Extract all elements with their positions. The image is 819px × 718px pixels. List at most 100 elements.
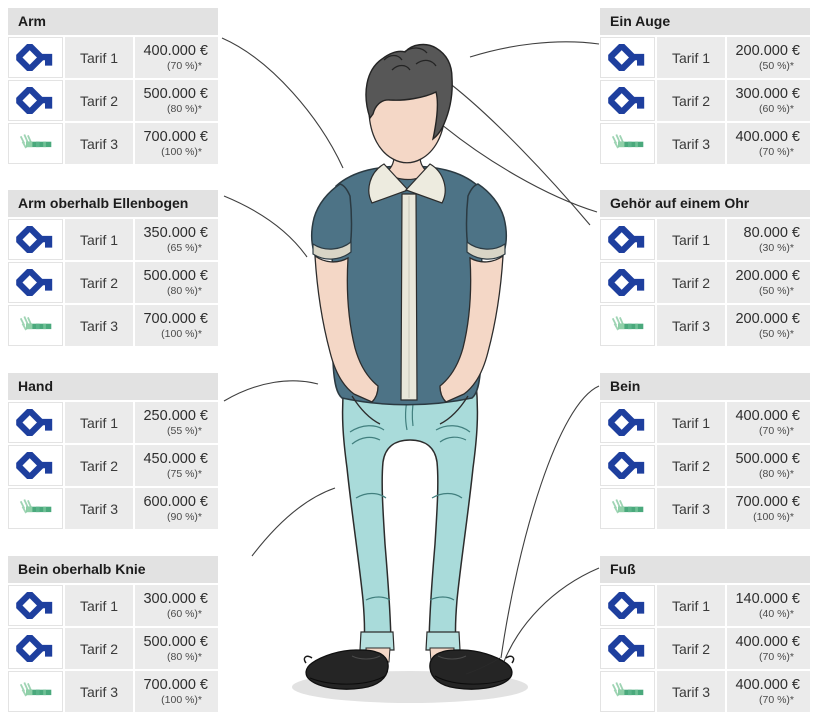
amount-value: 700.000 €	[143, 677, 208, 693]
table-bein-oberhalb-knie: Bein oberhalb Knie Tarif 1 300.000 € (60…	[8, 556, 218, 712]
line-bein-oberhalb-knie	[251, 487, 336, 557]
amount-cell: 450.000 € (75 %)*	[135, 445, 218, 486]
table-row: Tarif 1 80.000 € (30 %)*	[600, 219, 810, 260]
collar-left	[368, 163, 410, 204]
amount-value: 700.000 €	[143, 129, 208, 145]
percent-value: (90 %)*	[166, 511, 202, 523]
table-row: Tarif 2 200.000 € (50 %)*	[600, 262, 810, 303]
line-hand	[223, 380, 319, 402]
pocket-lines	[351, 395, 469, 425]
amount-value: 400.000 €	[735, 634, 800, 650]
amount-value: 500.000 €	[735, 451, 800, 467]
tariff-label: Tarif 2	[65, 628, 133, 669]
amount-cell: 400.000 € (70 %)*	[135, 37, 218, 78]
table-row: Tarif 2 300.000 € (60 %)*	[600, 80, 810, 121]
table-row: Tarif 2 500.000 € (80 %)*	[600, 445, 810, 486]
table-title: Bein	[600, 373, 810, 400]
amount-cell: 300.000 € (60 %)*	[727, 80, 810, 121]
table-row: Tarif 3 400.000 € (70 %)*	[600, 671, 810, 712]
jeans-cuff-left	[359, 631, 395, 651]
table-arm: Arm Tarif 1 400.000 € (70 %)* Tarif 2 50…	[8, 8, 218, 164]
table-ein-auge: Ein Auge Tarif 1 200.000 € (50 %)* Tarif…	[600, 8, 810, 164]
line-gehoer-b	[440, 123, 598, 213]
amount-cell: 400.000 € (70 %)*	[727, 628, 810, 669]
tariff-label: Tarif 3	[65, 123, 133, 164]
blue-diamond-logo-icon	[608, 592, 648, 619]
tariff-label: Tarif 3	[657, 488, 725, 529]
shoe-details	[303, 655, 515, 685]
percent-value: (65 %)*	[166, 242, 202, 254]
green-stripes-logo-icon	[608, 495, 648, 522]
amount-value: 500.000 €	[143, 634, 208, 650]
amount-cell: 500.000 € (80 %)*	[135, 262, 218, 303]
table-row: Tarif 3 700.000 € (100 %)*	[600, 488, 810, 529]
table-row: Tarif 2 450.000 € (75 %)*	[8, 445, 218, 486]
tariff-label: Tarif 1	[65, 585, 133, 626]
tariff-label: Tarif 1	[65, 219, 133, 260]
table-title: Ein Auge	[600, 8, 810, 35]
tariff-label: Tarif 1	[657, 37, 725, 78]
line-gehoer-a	[443, 78, 591, 226]
tariff-label: Tarif 1	[657, 402, 725, 443]
amount-value: 140.000 €	[735, 591, 800, 607]
table-row: Tarif 3 400.000 € (70 %)*	[600, 123, 810, 164]
table-row: Tarif 1 140.000 € (40 %)*	[600, 585, 810, 626]
amount-cell: 400.000 € (70 %)*	[727, 671, 810, 712]
blue-diamond-logo-icon	[608, 44, 648, 71]
amount-cell: 250.000 € (55 %)*	[135, 402, 218, 443]
green-stripes-logo-icon	[16, 312, 56, 339]
percent-value: (70 %)*	[758, 146, 794, 158]
tariff-label: Tarif 3	[657, 123, 725, 164]
amount-cell: 500.000 € (80 %)*	[135, 628, 218, 669]
percent-value: (60 %)*	[166, 608, 202, 620]
table-row: Tarif 3 700.000 € (100 %)*	[8, 123, 218, 164]
table-title: Arm oberhalb Ellenbogen	[8, 190, 218, 217]
sleeve-left	[311, 183, 353, 257]
amount-cell: 500.000 € (80 %)*	[727, 445, 810, 486]
percent-value: (60 %)*	[758, 103, 794, 115]
green-stripes-logo-icon	[608, 678, 648, 705]
table-row: Tarif 1 350.000 € (65 %)*	[8, 219, 218, 260]
percent-value: (70 %)*	[758, 694, 794, 706]
table-title: Fuß	[600, 556, 810, 583]
blue-diamond-logo-icon	[16, 87, 56, 114]
table-row: Tarif 2 400.000 € (70 %)*	[600, 628, 810, 669]
table-row: Tarif 3 700.000 € (100 %)*	[8, 671, 218, 712]
amount-value: 500.000 €	[143, 86, 208, 102]
amount-value: 400.000 €	[735, 129, 800, 145]
amount-cell: 700.000 € (100 %)*	[135, 123, 218, 164]
amount-value: 200.000 €	[735, 43, 800, 59]
percent-value: (100 %)*	[161, 146, 202, 158]
amount-value: 450.000 €	[143, 451, 208, 467]
blue-diamond-logo-icon	[608, 269, 648, 296]
percent-value: (80 %)*	[166, 651, 202, 663]
sleeve-cuff-right	[466, 240, 506, 260]
tariff-label: Tarif 3	[65, 488, 133, 529]
amount-cell: 600.000 € (90 %)*	[135, 488, 218, 529]
percent-value: (100 %)*	[161, 328, 202, 340]
green-stripes-logo-icon	[16, 130, 56, 157]
table-title: Bein oberhalb Knie	[8, 556, 218, 583]
tariff-label: Tarif 3	[657, 671, 725, 712]
amount-cell: 300.000 € (60 %)*	[135, 585, 218, 626]
amount-value: 80.000 €	[743, 225, 800, 241]
percent-value: (80 %)*	[166, 103, 202, 115]
line-arm	[221, 37, 344, 169]
tariff-label: Tarif 2	[65, 262, 133, 303]
green-stripes-logo-icon	[608, 130, 648, 157]
table-row: Tarif 2 500.000 € (80 %)*	[8, 262, 218, 303]
percent-value: (80 %)*	[758, 468, 794, 480]
sleeve-right	[465, 183, 507, 257]
percent-value: (50 %)*	[758, 60, 794, 72]
connector-lines	[221, 37, 600, 665]
tariff-label: Tarif 2	[657, 445, 725, 486]
table-title: Hand	[8, 373, 218, 400]
blue-diamond-logo-icon	[16, 44, 56, 71]
percent-value: (75 %)*	[166, 468, 202, 480]
table-row: Tarif 1 200.000 € (50 %)*	[600, 37, 810, 78]
tariff-label: Tarif 3	[65, 671, 133, 712]
line-arm-oberhalb	[223, 195, 308, 258]
amount-cell: 350.000 € (65 %)*	[135, 219, 218, 260]
